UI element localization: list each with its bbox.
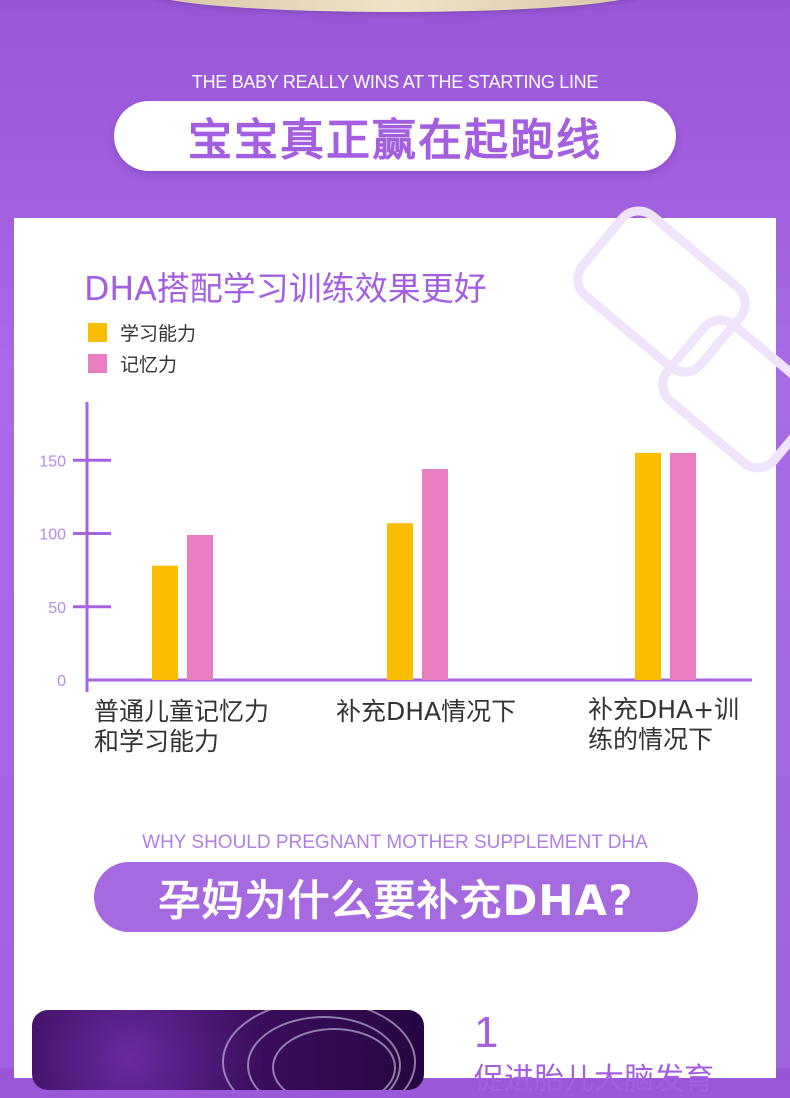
legend-item-memory: 记忆力 [88, 350, 177, 377]
header-chinese-title: 宝宝真正赢在起跑线 [188, 115, 602, 166]
legend-swatch-learning [88, 323, 107, 342]
category-label-line: 补充DHA情况下 [336, 697, 517, 726]
brain-illustration-photo [32, 1010, 424, 1090]
category-label: 补充DHA+训 练的情况下 [588, 695, 739, 755]
category-label-line: 普通儿童记忆力 [94, 697, 270, 726]
y-tick-label: 50 [48, 600, 66, 617]
legend-item-learning: 学习能力 [88, 319, 196, 346]
bar-chart: 0 50 100 150 [39, 402, 752, 692]
header-english-title: THE BABY REALLY WINS AT THE STARTING LIN… [191, 72, 599, 92]
legend-swatch-memory [88, 354, 107, 373]
point-number: 1 [474, 1008, 499, 1057]
category-label-line: 练的情况下 [588, 725, 714, 754]
bar-learning [635, 452, 661, 680]
category-label-line: 和学习能力 [94, 727, 220, 756]
bar-memory [187, 534, 213, 680]
category-label: 补充DHA情况下 [336, 697, 516, 727]
header-title-pill: 宝宝真正赢在起跑线 [114, 101, 676, 171]
bar-memory [670, 452, 696, 680]
y-tick-label: 100 [39, 527, 66, 544]
top-decorative-arc [150, 0, 640, 12]
category-label: 普通儿童记忆力 和学习能力 [94, 697, 269, 757]
legend-label: 学习能力 [120, 323, 197, 345]
section2-chinese-title: 孕妈为什么要补充DHA? [158, 875, 634, 925]
section2-title-pill: 孕妈为什么要补充DHA? [94, 862, 698, 932]
legend-label: 记忆力 [120, 354, 178, 376]
y-tick-label: 150 [39, 453, 66, 470]
section2-english-title: WHY SHOULD PREGNANT MOTHER SUPPLEMENT DH… [142, 832, 648, 853]
bar-memory [422, 469, 448, 680]
bar-learning [387, 523, 413, 680]
y-tick-label: 0 [57, 673, 66, 690]
bar-learning [152, 565, 178, 680]
chart-title: DHA搭配学习训练效果更好 [84, 269, 487, 308]
category-label-line: 补充DHA+训 [588, 695, 740, 724]
point-text: 促进胎儿大脑发育 [474, 1062, 714, 1097]
